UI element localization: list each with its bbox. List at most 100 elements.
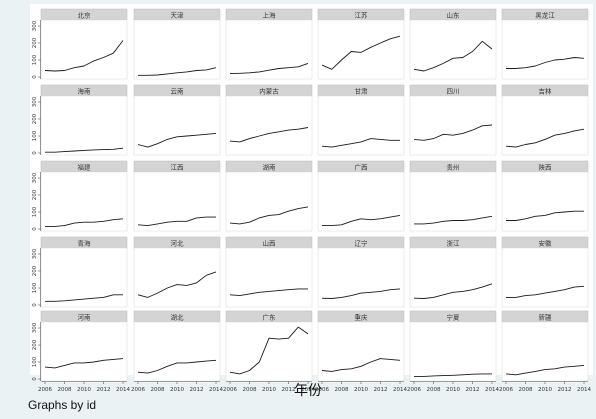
x-tick-label: 2014	[485, 387, 499, 393]
y-tick-label: 100	[32, 282, 38, 293]
panel-title: 浙江	[447, 239, 461, 248]
series-line	[506, 210, 584, 221]
panel-title: 辽宁	[355, 239, 369, 248]
x-tick-label: 2008	[519, 387, 533, 393]
x-tick-label: 2010	[77, 387, 91, 393]
x-axis-title: 年份	[294, 383, 322, 399]
y-tick-label: 200	[32, 37, 38, 48]
y-tick-label: 200	[32, 113, 38, 124]
panel-plot-area	[40, 247, 128, 308]
panel-title: 河北	[171, 240, 185, 248]
panel-plot-area	[40, 321, 128, 382]
panel-title: 河南	[78, 313, 92, 322]
series-line	[45, 147, 124, 153]
x-tick-label: 2012	[97, 387, 111, 393]
panel-plot-area	[133, 171, 221, 232]
panel-title: 宁夏	[447, 313, 461, 322]
x-tick-label: 2010	[170, 387, 184, 393]
y-tick-label: 200	[32, 339, 38, 350]
panel-title: 云南	[171, 87, 185, 96]
series-line	[137, 132, 217, 148]
x-tick-label: 2008	[427, 387, 441, 393]
x-tick-label: 2010	[538, 387, 552, 393]
panel-plot-area	[40, 95, 128, 156]
series-line	[413, 40, 493, 72]
x-tick-label: 2008	[243, 387, 257, 393]
y-tick-label: 300	[32, 248, 38, 259]
panel-title: 四川	[447, 88, 460, 96]
panel-title: 贵州	[447, 163, 460, 172]
panel-title: 江苏	[355, 11, 369, 20]
y-tick-label: 0	[32, 75, 38, 79]
panel-title: 海南	[78, 87, 92, 96]
panel-plot-area	[317, 95, 405, 156]
series-line	[229, 288, 308, 297]
panel-title: 安徽	[539, 239, 553, 248]
x-tick-label: 2008	[151, 387, 165, 393]
series-line	[321, 138, 400, 148]
series-line	[229, 326, 309, 375]
series-line	[506, 57, 585, 69]
panel-plot-area	[501, 247, 589, 308]
panel-title: 湖北	[171, 313, 185, 322]
panel-plot-area	[133, 19, 221, 80]
panel-plot-area	[409, 95, 497, 156]
x-tick-label: 2014	[116, 387, 130, 393]
x-tick-label: 2006	[131, 387, 145, 393]
panel-title: 青海	[78, 239, 92, 248]
y-tick-label: 0	[32, 303, 38, 307]
panel-plot-area	[409, 321, 497, 382]
y-tick-label: 0	[32, 377, 38, 381]
panel-plot-area	[501, 95, 589, 156]
series-line	[321, 35, 401, 70]
panel-plot-area	[501, 321, 589, 382]
series-line	[321, 288, 401, 299]
series-line	[414, 373, 492, 377]
series-line	[137, 216, 216, 227]
panel-plot-area	[501, 171, 589, 232]
x-tick-label: 2010	[354, 387, 368, 393]
y-tick-label: 200	[32, 189, 38, 200]
graphs-by-note: Graphs by id	[28, 398, 97, 412]
panel-plot-area	[225, 321, 313, 382]
x-tick-label: 2008	[58, 387, 72, 393]
y-tick-label: 200	[32, 265, 38, 276]
series-line	[138, 67, 217, 76]
panel-plot-area	[225, 95, 313, 156]
panel-title: 山西	[263, 239, 277, 248]
y-tick-label: 100	[32, 356, 38, 367]
series-line	[44, 358, 124, 369]
panel-title: 天津	[171, 12, 185, 20]
x-tick-label: 2012	[282, 387, 296, 393]
panel-title: 黑龙江	[535, 11, 555, 20]
panel-plot-area	[409, 19, 497, 80]
series-line	[505, 364, 585, 376]
x-tick-label: 2014	[577, 387, 591, 393]
x-tick-label: 2006	[499, 387, 513, 393]
panel-title: 新疆	[539, 313, 553, 322]
panel-title: 江西	[171, 164, 185, 172]
panel-title: 内蒙古	[259, 87, 279, 96]
x-tick-label: 2014	[301, 387, 315, 393]
panel-plot-area	[225, 171, 313, 232]
x-tick-label: 2014	[393, 387, 407, 393]
panel-title: 甘肃	[355, 87, 369, 96]
panel-plot-area	[317, 171, 405, 232]
panel-plot-area	[133, 95, 221, 156]
series-line	[413, 124, 493, 141]
panel-title: 广东	[263, 313, 277, 322]
series-line	[137, 359, 217, 374]
series-line	[229, 62, 309, 75]
series-line	[322, 214, 401, 227]
x-tick-label: 2012	[190, 387, 204, 393]
panel-plot-area	[225, 247, 313, 308]
panel-plot-area	[40, 19, 128, 80]
x-tick-label: 2012	[374, 387, 388, 393]
series-line	[506, 285, 585, 298]
panel-plot-area	[501, 19, 589, 80]
x-tick-label: 2006	[315, 387, 329, 393]
panel-title: 重庆	[355, 313, 369, 322]
y-tick-label: 100	[32, 54, 38, 65]
x-tick-label: 2014	[209, 387, 223, 393]
